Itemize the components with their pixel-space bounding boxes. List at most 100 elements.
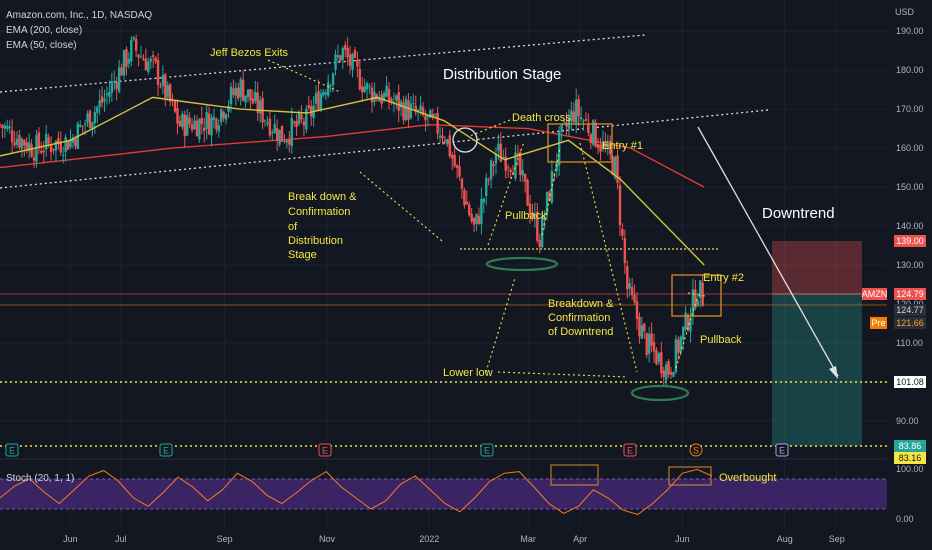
candle-body (23, 139, 26, 146)
candle-body (570, 110, 573, 122)
candle-body (526, 179, 529, 206)
candle-body (40, 150, 43, 153)
candle-body (669, 371, 673, 375)
candle-body (258, 100, 262, 114)
candle-body (492, 163, 495, 167)
candle-body (696, 300, 699, 306)
candle-body (15, 138, 19, 145)
candle-body (681, 326, 685, 340)
earnings-marker[interactable] (623, 443, 637, 457)
y-tick-label: 130.00 (896, 260, 924, 270)
candle-body (553, 173, 556, 175)
candle-body (506, 167, 510, 169)
candle-body (701, 282, 704, 307)
candle-body (477, 215, 481, 224)
candle-body (81, 125, 84, 127)
split-marker[interactable] (689, 443, 703, 457)
breakdown-2-line-1: Breakdown & (548, 298, 614, 310)
earnings-marker[interactable] (775, 443, 789, 457)
x-tick-label: Sep (217, 534, 233, 544)
candle-body (458, 166, 461, 177)
candle-body (220, 109, 223, 122)
candle-body (336, 55, 340, 58)
candle-body (346, 47, 349, 58)
candle-body (275, 128, 279, 141)
candle-body (412, 103, 415, 105)
price-tag-text: 101.08 (896, 377, 924, 387)
x-tick-label: Nov (319, 534, 336, 544)
candle-body (451, 154, 454, 159)
candle-body (429, 110, 432, 118)
candle-body (640, 325, 644, 339)
candle-body (344, 45, 347, 50)
candle-body (329, 85, 332, 87)
candle-body (468, 204, 471, 216)
candle-body (130, 39, 133, 62)
candle-body (292, 121, 296, 124)
candle-body (592, 120, 595, 145)
candle-body (339, 55, 342, 61)
candle-body (609, 141, 612, 154)
candle-body (122, 50, 126, 76)
candle-body (300, 114, 303, 120)
candle-body (69, 139, 72, 148)
candle-body (674, 339, 678, 372)
earnings-marker[interactable] (5, 443, 19, 457)
candle-body (234, 87, 238, 96)
candle-body (263, 120, 267, 122)
x-tick-label: Apr (573, 534, 587, 544)
candle-body (139, 56, 143, 58)
candle-body (443, 140, 447, 142)
low-ellipse-1 (485, 256, 559, 272)
candle-body (64, 136, 67, 152)
candle-body (268, 118, 272, 136)
candle-body (533, 213, 537, 217)
candle-body (271, 132, 274, 134)
candle-body (373, 91, 376, 103)
lower-low-arrow-b (497, 371, 629, 378)
price-tag (894, 288, 926, 300)
candle-body (596, 144, 600, 149)
candle-body (156, 59, 160, 86)
price-tag-text: AMZN (862, 289, 888, 299)
candle-body (562, 120, 566, 122)
candle-body (436, 113, 439, 134)
candle-body (399, 101, 403, 108)
earnings-marker[interactable] (318, 443, 332, 457)
candle-body (283, 141, 286, 143)
candle-body (523, 173, 527, 182)
marker-letter: E (322, 446, 328, 456)
candle-body (691, 289, 695, 317)
death-cross-arrow (469, 119, 511, 137)
candle-body (229, 86, 233, 105)
candle-body (679, 336, 682, 352)
candle-body (154, 57, 157, 62)
candle-body (387, 88, 391, 102)
candle-body (144, 58, 148, 71)
candle-body (176, 108, 179, 124)
candle-body (149, 58, 152, 62)
candle-body (314, 93, 318, 104)
price-tag (862, 288, 887, 300)
earnings-marker[interactable] (159, 443, 173, 457)
marker-letter: S (693, 446, 699, 456)
candle-body (531, 212, 534, 219)
candle-body (103, 98, 106, 102)
x-tick-label: Mar (520, 534, 536, 544)
candle-body (120, 67, 123, 76)
candle-body (348, 54, 352, 66)
price-tag (894, 376, 926, 388)
candle-body (548, 191, 551, 201)
candle-body (611, 156, 614, 175)
candle-body (465, 201, 469, 205)
candle-body (485, 177, 488, 197)
candle-body (472, 217, 476, 225)
candle-body (168, 84, 172, 102)
candle-body (207, 113, 211, 135)
candle-body (470, 213, 473, 222)
candle-body (521, 170, 524, 176)
earnings-marker[interactable] (480, 443, 494, 457)
candle-body (516, 153, 520, 156)
distribution-cross-arrow (579, 142, 638, 373)
candle-body (623, 237, 627, 264)
